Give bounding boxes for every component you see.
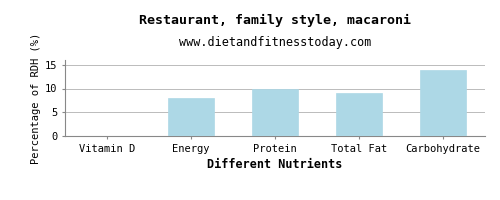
Y-axis label: Percentage of RDH (%): Percentage of RDH (%) (30, 32, 40, 164)
X-axis label: Different Nutrients: Different Nutrients (208, 158, 342, 171)
Text: Restaurant, family style, macaroni: Restaurant, family style, macaroni (139, 14, 411, 27)
Text: www.dietandfitnesstoday.com: www.dietandfitnesstoday.com (179, 36, 371, 49)
Bar (420, 70, 466, 136)
Bar (252, 88, 298, 136)
Bar (336, 93, 382, 136)
Bar (168, 98, 214, 136)
